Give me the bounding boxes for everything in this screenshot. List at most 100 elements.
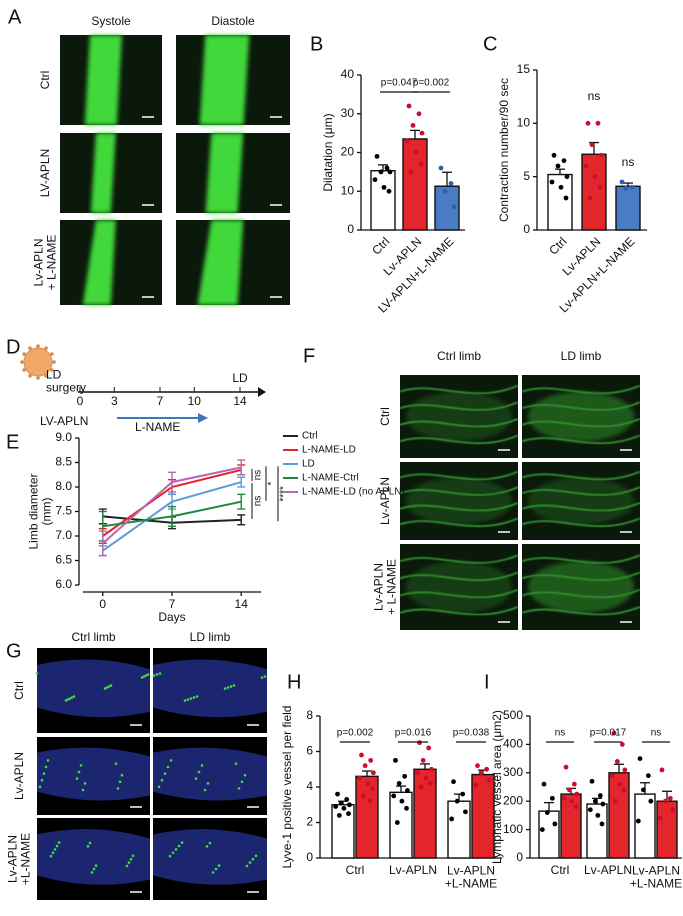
signal [46, 759, 50, 762]
signal [70, 696, 74, 699]
signal [125, 864, 129, 868]
vessel [197, 220, 244, 305]
signal [105, 686, 109, 689]
data-point [393, 757, 398, 763]
data-point [420, 757, 426, 763]
y-tick-label: 7.0 [55, 528, 72, 542]
glow [527, 391, 635, 442]
icon-dot [22, 368, 26, 372]
glow [527, 477, 635, 525]
icon-dot [36, 344, 40, 348]
data-point [598, 152, 604, 158]
data-point [335, 791, 340, 797]
signal [81, 788, 85, 792]
data-point [386, 188, 392, 194]
y-tick-label: 7.5 [55, 504, 72, 518]
signal [254, 854, 258, 858]
data-point [613, 798, 619, 804]
signal [232, 684, 236, 687]
icon-dot [28, 374, 32, 378]
data-point [574, 791, 580, 797]
signal [72, 695, 76, 698]
row-label: Lv-APLN+ L-NAME [32, 235, 59, 291]
lymphatic [399, 606, 519, 616]
data-point [595, 813, 601, 818]
icon-dot [44, 374, 48, 378]
micrograph [153, 737, 267, 815]
micrograph [176, 133, 290, 213]
signal [35, 672, 39, 675]
y-tick-label: 500 [503, 708, 523, 722]
signal [68, 697, 72, 700]
y-tick-label: 4 [306, 779, 313, 793]
data-point [621, 787, 627, 793]
data-point [357, 775, 363, 781]
signal [42, 772, 46, 775]
data-point [558, 184, 564, 190]
signal [166, 765, 170, 769]
signal [206, 782, 210, 785]
data-point [359, 752, 364, 758]
signal [163, 772, 167, 775]
icon-dot [20, 360, 24, 364]
legend-label: Ctrl [302, 431, 318, 442]
x-tick-label: Ctrl [546, 234, 569, 257]
bar [608, 772, 630, 859]
signal [189, 697, 193, 700]
data-point [484, 766, 490, 772]
y-tick-label: 9.0 [55, 430, 72, 444]
data-point [659, 767, 665, 773]
legend-label: L-NAME-LD [302, 445, 356, 456]
tissue [153, 747, 267, 801]
data-point [549, 179, 555, 185]
y-tick-label: 5 [523, 169, 530, 183]
data-point [667, 795, 673, 801]
data-point [589, 778, 595, 784]
vessel [82, 220, 116, 305]
signal [169, 759, 173, 762]
significance-label: ns [651, 728, 662, 739]
signal [146, 673, 150, 676]
y-tick-label: 15 [517, 62, 531, 76]
x-tick-label: Ctrl [551, 863, 570, 877]
signal [83, 782, 87, 785]
micrograph [399, 462, 519, 540]
signal [127, 861, 131, 864]
data-point [640, 787, 646, 793]
signal [192, 696, 196, 699]
signal [90, 871, 94, 874]
significance-label: p=0.038 [453, 728, 490, 739]
micrograph [399, 544, 519, 630]
signal [38, 785, 42, 789]
significance-label: ns [253, 496, 264, 507]
signal [118, 780, 122, 784]
y-axis-label: Contraction number/90 sec [497, 78, 511, 222]
data-point [371, 770, 376, 776]
signal [57, 841, 61, 844]
panel-letter: F [303, 345, 315, 367]
glow [405, 561, 513, 613]
significance-label: p=0.002 [337, 728, 374, 739]
lymphatic [399, 517, 519, 527]
data-point [614, 759, 620, 764]
data-point [592, 174, 598, 180]
data-point [473, 782, 479, 788]
signal [77, 770, 81, 774]
glow [527, 561, 635, 613]
data-point [587, 195, 593, 201]
data-point [463, 809, 468, 815]
y-tick-label: 0 [523, 222, 530, 236]
signal [86, 845, 90, 848]
legend-label: LD [302, 459, 315, 470]
signal [131, 854, 135, 858]
bar [434, 185, 460, 231]
y-axis-label: Lymphatic vessel area (μm2) [490, 710, 504, 864]
micrograph [521, 462, 641, 540]
data-point [571, 781, 577, 787]
micrograph [399, 375, 519, 458]
signal [200, 764, 204, 767]
x-tick-label: 0 [99, 597, 106, 611]
tissue [37, 659, 150, 718]
signal [177, 844, 181, 848]
column-heading: Diastole [211, 14, 255, 28]
